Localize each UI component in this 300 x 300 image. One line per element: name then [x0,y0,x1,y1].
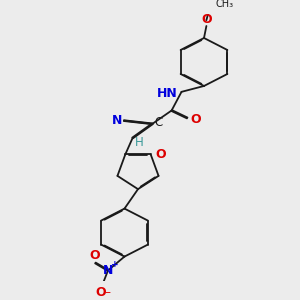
Text: +: + [111,260,119,269]
Text: HN: HN [157,88,178,100]
Text: C: C [155,116,163,129]
Text: O: O [96,286,106,299]
Text: O: O [155,148,166,161]
Text: ⁻: ⁻ [104,289,110,300]
Text: O: O [202,13,212,26]
Text: H: H [135,136,144,149]
Text: O: O [190,113,201,126]
Text: O: O [89,249,100,262]
Text: CH₃: CH₃ [216,0,234,9]
Text: N: N [112,114,122,127]
Text: N: N [103,264,113,277]
